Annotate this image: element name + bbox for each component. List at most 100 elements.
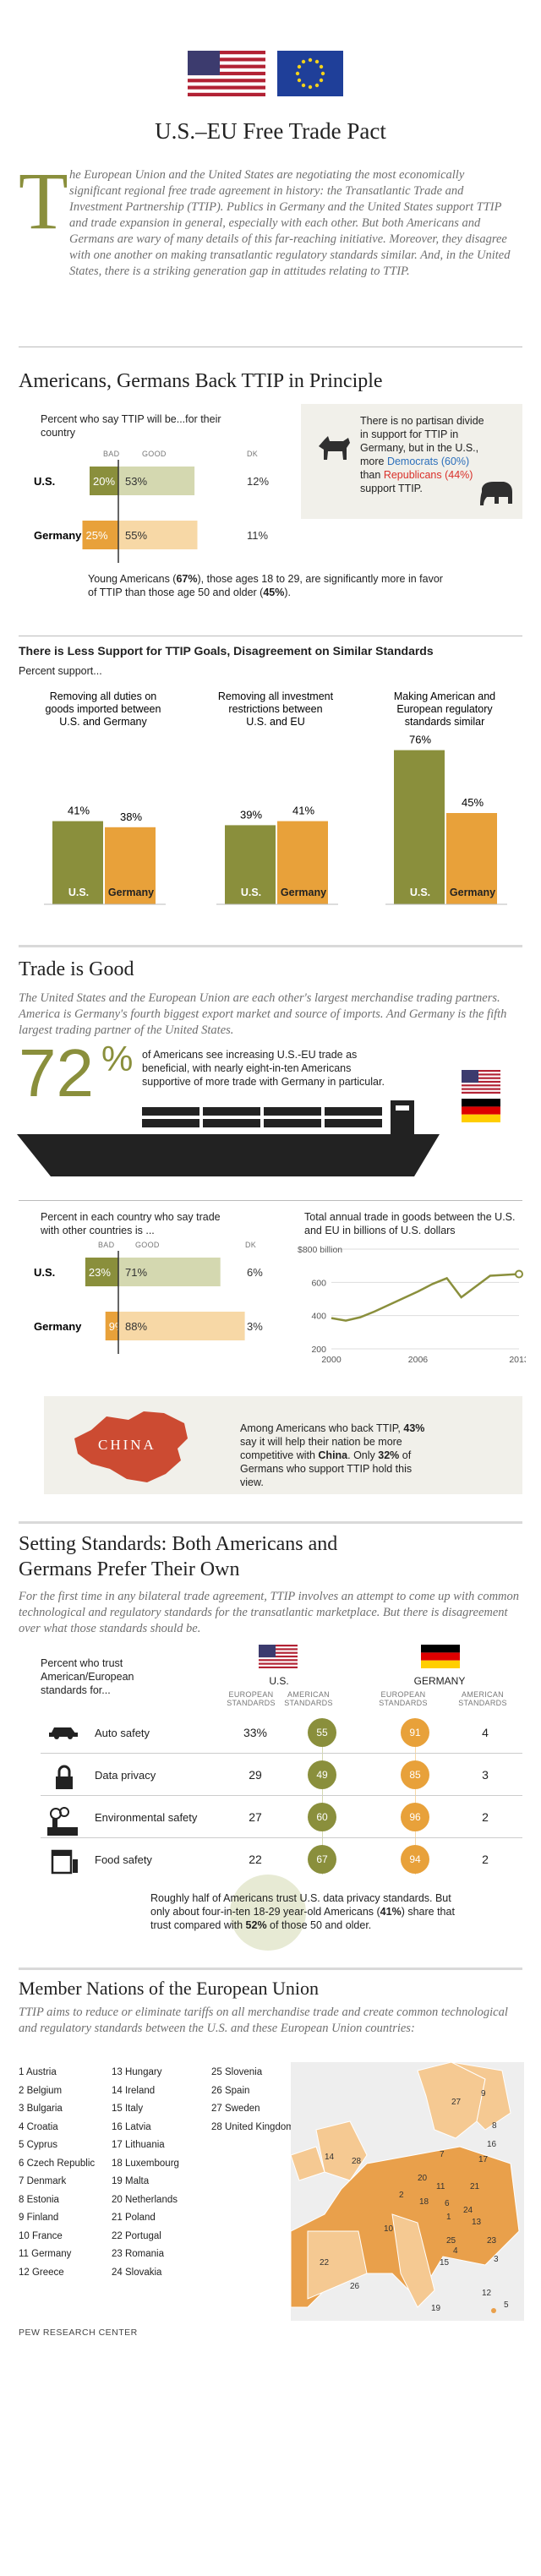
member-item: 13 Hungary [112, 2067, 162, 2077]
member-item: 4 Croatia [19, 2121, 58, 2132]
trade-line [331, 1273, 520, 1322]
divider [19, 1200, 522, 1201]
young-americans-note: Young Americans (67%), those ages 18 to … [88, 573, 443, 598]
lock-icon [56, 1765, 73, 1789]
goal-value: 76% [409, 734, 431, 746]
member-item: 9 Finland [19, 2213, 59, 2223]
dk-value: 3% [247, 1320, 263, 1333]
standard-label: Auto safety [95, 1727, 150, 1739]
source-label: PEW RESEARCH CENTER [19, 2328, 138, 2338]
section4-intro: For the first time in any bilateral trad… [19, 1590, 520, 1635]
member-item: 18 Luxembourg [112, 2158, 179, 2169]
member-item: 8 Estonia [19, 2194, 59, 2205]
big-number-pct: % [101, 1039, 134, 1078]
good-value: 53% [125, 475, 147, 488]
member-item: 3 Bulgaria [19, 2104, 63, 2114]
good-bar [118, 467, 195, 495]
partisan-callout: There is no partisan divide in support f… [301, 404, 522, 519]
map-number: 8 [492, 2121, 497, 2131]
y-tick-label: 400 [311, 1312, 326, 1322]
us-column-line [322, 1724, 323, 1875]
member-item: 24 Slovakia [112, 2267, 162, 2278]
member-item: 14 Ireland [112, 2085, 156, 2096]
china-map-label: CHINA [98, 1437, 156, 1453]
trade-beneficial-text: of Americans see increasing U.S.-EU trad… [142, 1049, 385, 1088]
member-item: 25 Slovenia [211, 2067, 263, 2077]
us-american-dot: 49 [308, 1760, 336, 1789]
goal-label: Removing all investment restrictions betw… [218, 690, 334, 728]
big-number: 72 [19, 1035, 94, 1111]
member-item: 17 Lithuania [112, 2140, 165, 2150]
row-divider [41, 1795, 522, 1796]
us-american-dot: 67 [308, 1845, 336, 1874]
goal-value: 39% [240, 808, 262, 821]
goal-series-label: Germany [450, 887, 495, 898]
map-number: 25 [446, 2236, 456, 2246]
goal-series-label: U.S. [68, 887, 89, 898]
section2-subtitle: Percent support... [19, 665, 102, 677]
divider [19, 1521, 522, 1524]
de-european-dot: 94 [401, 1845, 429, 1874]
bad-bar [90, 467, 118, 495]
de-american-value: 2 [482, 1810, 489, 1824]
us-american-dot: 55 [308, 1718, 336, 1747]
member-item: 10 France [19, 2230, 63, 2241]
member-item: 11 Germany [19, 2249, 72, 2259]
germany-flag-small-icon [421, 1645, 460, 1668]
map-number: 24 [463, 2206, 473, 2215]
us-european-value: 29 [249, 1768, 262, 1782]
member-item: 7 Denmark [19, 2176, 67, 2186]
de-american-value: 2 [482, 1853, 489, 1866]
member-item: 26 Spain [211, 2085, 250, 2096]
map-number: 2 [399, 2191, 404, 2200]
food-icon [51, 1849, 78, 1875]
car-icon [49, 1727, 78, 1739]
member-item: 16 Latvia [112, 2121, 151, 2132]
map-number: 23 [487, 2236, 497, 2246]
de-european-dot: 91 [401, 1718, 429, 1747]
goal-value: 41% [68, 805, 90, 817]
member-item: 21 Poland [112, 2213, 156, 2223]
goal-bar [446, 813, 497, 904]
de-european-dot: 96 [401, 1803, 429, 1831]
us-flag-icon [188, 51, 265, 96]
intro-paragraph: he European Union and the United States … [69, 168, 511, 278]
section1-title: Americans, Germans Back TTIP in Principl… [19, 370, 383, 392]
member-item: 19 Malta [112, 2176, 150, 2186]
goal-bar [105, 827, 156, 904]
map-number: 27 [451, 2098, 462, 2107]
goal-value: 45% [462, 796, 484, 809]
elephant-icon [480, 482, 512, 505]
col-bad-label: BAD [98, 1241, 115, 1249]
trade-chart-title: Percent in each country who say trade wi… [41, 1211, 221, 1236]
bad-value: 20% [93, 475, 115, 488]
bad-value: 23% [89, 1266, 111, 1279]
map-number: 6 [445, 2199, 450, 2208]
standard-label: Food safety [95, 1853, 152, 1866]
china-callout: CHINA Among Americans who back TTIP, 43%… [44, 1396, 522, 1494]
map-number: 19 [431, 2304, 441, 2313]
us-american-dot: 60 [308, 1803, 336, 1831]
col-good-label: GOOD [135, 1241, 160, 1249]
goal-series-label: Germany [108, 887, 154, 898]
col-bad-label: BAD [103, 450, 120, 458]
row-divider [41, 1753, 522, 1754]
goal-label: Removing all duties on goods imported bet… [46, 690, 161, 728]
dk-value: 11% [247, 529, 268, 542]
section4-title: Setting Standards: Both Americans and Ger… [19, 1533, 338, 1580]
china-note: Among Americans who back TTIP, 43% say i… [240, 1422, 425, 1488]
map-number: 13 [472, 2218, 482, 2227]
us-european-value: 22 [249, 1853, 262, 1866]
row-label: Germany [34, 529, 82, 542]
member-item: 28 United Kingdom [211, 2121, 294, 2132]
member-item: 6 Czech Republic [19, 2158, 96, 2169]
us-european-value: 33% [243, 1726, 268, 1739]
map-number: 18 [419, 2197, 429, 2207]
us-euro-col: EUROPEAN STANDARDS [227, 1690, 276, 1707]
data-privacy-note: Roughly half of Americans trust U.S. dat… [150, 1892, 455, 1931]
us-european-value: 27 [249, 1810, 262, 1824]
map-number: 4 [453, 2246, 458, 2256]
intro-dropcap: T [19, 156, 68, 246]
map-number: 15 [440, 2258, 450, 2268]
